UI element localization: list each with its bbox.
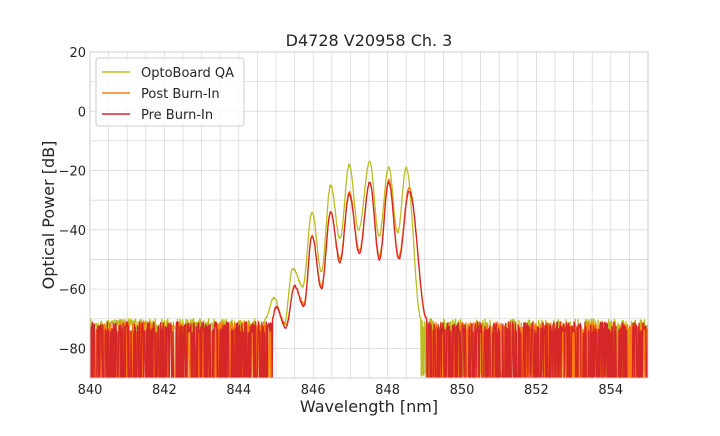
plot-frame xyxy=(89,51,649,379)
y-tick-label: 0 xyxy=(78,105,86,120)
legend-label: Post Burn-In xyxy=(141,87,220,102)
y-tick-label: −80 xyxy=(59,342,86,357)
series-line-pre-burn-in xyxy=(90,181,648,378)
x-tick-label: 850 xyxy=(450,383,475,398)
x-tick-label: 848 xyxy=(375,383,400,398)
legend-label: OptoBoard QA xyxy=(141,66,234,81)
x-tick-label: 842 xyxy=(152,383,177,398)
x-tick-label: 846 xyxy=(301,383,326,398)
series-lines xyxy=(90,160,648,378)
x-tick-label: 840 xyxy=(78,383,103,398)
x-axis-label: Wavelength [nm] xyxy=(300,397,438,416)
y-tick-label: 20 xyxy=(69,46,86,61)
y-tick-label: −60 xyxy=(59,283,86,298)
legend: OptoBoard QA Post Burn-In Pre Burn-In xyxy=(95,57,245,127)
x-tick-label: 844 xyxy=(226,383,251,398)
y-axis-label: Optical Power [dB] xyxy=(39,141,58,290)
y-tick-label: −20 xyxy=(59,165,86,180)
legend-label: Pre Burn-In xyxy=(141,108,213,123)
legend-frame xyxy=(95,57,245,127)
x-tick-label: 852 xyxy=(524,383,549,398)
chart-title: D4728 V20958 Ch. 3 xyxy=(286,31,453,50)
y-tick-label: −40 xyxy=(59,224,86,239)
tick-labels: 840 842 844 846 848 850 852 854 20 0 −20 −40 −60 −80 xyxy=(59,46,624,398)
x-tick-label: 854 xyxy=(598,383,623,398)
